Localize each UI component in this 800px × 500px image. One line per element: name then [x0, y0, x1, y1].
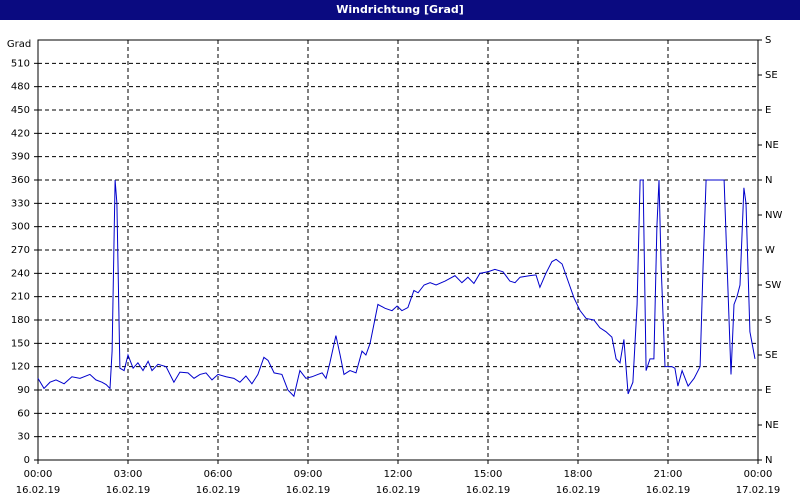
- y-tick-label: 510: [11, 58, 30, 69]
- y2-tick-label: W: [765, 245, 775, 256]
- x-tick-date: 16.02.19: [376, 485, 421, 496]
- y2-tick-label: N: [765, 455, 772, 466]
- y2-tick-label: NE: [765, 420, 779, 431]
- y-tick-label: 300: [11, 222, 30, 233]
- y2-tick-label: SE: [765, 350, 778, 361]
- y-tick-label: 120: [11, 362, 30, 373]
- y2-tick-label: S: [765, 315, 771, 326]
- y2-tick-label: NW: [765, 210, 782, 221]
- chart-title: Windrichtung [Grad]: [336, 3, 464, 16]
- y-tick-label: 330: [11, 198, 30, 209]
- x-tick-date: 16.02.19: [106, 485, 151, 496]
- x-tick-label: 06:00: [204, 469, 233, 480]
- y-tick-label: 240: [11, 268, 30, 279]
- y2-tick-label: E: [765, 105, 771, 116]
- x-tick-label: 03:00: [114, 469, 143, 480]
- x-tick-date: 16.02.19: [196, 485, 241, 496]
- y-tick-label: 90: [17, 385, 30, 396]
- x-tick-label: 15:00: [474, 469, 503, 480]
- x-tick-date: 16.02.19: [16, 485, 61, 496]
- x-tick-date: 17.02.19: [736, 485, 781, 496]
- x-tick-date: 16.02.19: [646, 485, 691, 496]
- y-tick-label: 360: [11, 175, 30, 186]
- x-tick-label: 09:00: [294, 469, 323, 480]
- title-bar: [0, 0, 800, 20]
- x-tick-date: 16.02.19: [286, 485, 331, 496]
- y2-tick-label: SW: [765, 280, 781, 291]
- plot-border: [37, 39, 759, 461]
- y2-tick-label: NE: [765, 140, 779, 151]
- y2-tick-label: SE: [765, 70, 778, 81]
- data-line: [37, 179, 756, 398]
- y-tick-label: 210: [11, 292, 30, 303]
- y-tick-label: 0: [24, 455, 30, 466]
- y-tick-label: 60: [17, 408, 30, 419]
- y-tick-label: 450: [11, 105, 30, 116]
- x-tick-label: 21:00: [654, 469, 683, 480]
- y2-tick-label: S: [765, 35, 771, 46]
- y-tick-label: 270: [11, 245, 30, 256]
- x-tick-label: 12:00: [384, 469, 413, 480]
- y-tick-label: 480: [11, 82, 30, 93]
- x-tick-date: 16.02.19: [466, 485, 511, 496]
- y-tick-label: 30: [17, 432, 30, 443]
- x-tick-label: 00:00: [744, 469, 773, 480]
- y-tick-label: 180: [11, 315, 30, 326]
- x-tick-date: 16.02.19: [556, 485, 601, 496]
- y-tick-label: 390: [11, 152, 30, 163]
- y-tick-label: 420: [11, 128, 30, 139]
- y-axis-label: Grad: [7, 39, 31, 50]
- y-tick-label: 150: [11, 338, 30, 349]
- x-tick-label: 18:00: [564, 469, 593, 480]
- x-tick-label: 00:00: [24, 469, 53, 480]
- y2-tick-label: N: [765, 175, 772, 186]
- y2-tick-label: E: [765, 385, 771, 396]
